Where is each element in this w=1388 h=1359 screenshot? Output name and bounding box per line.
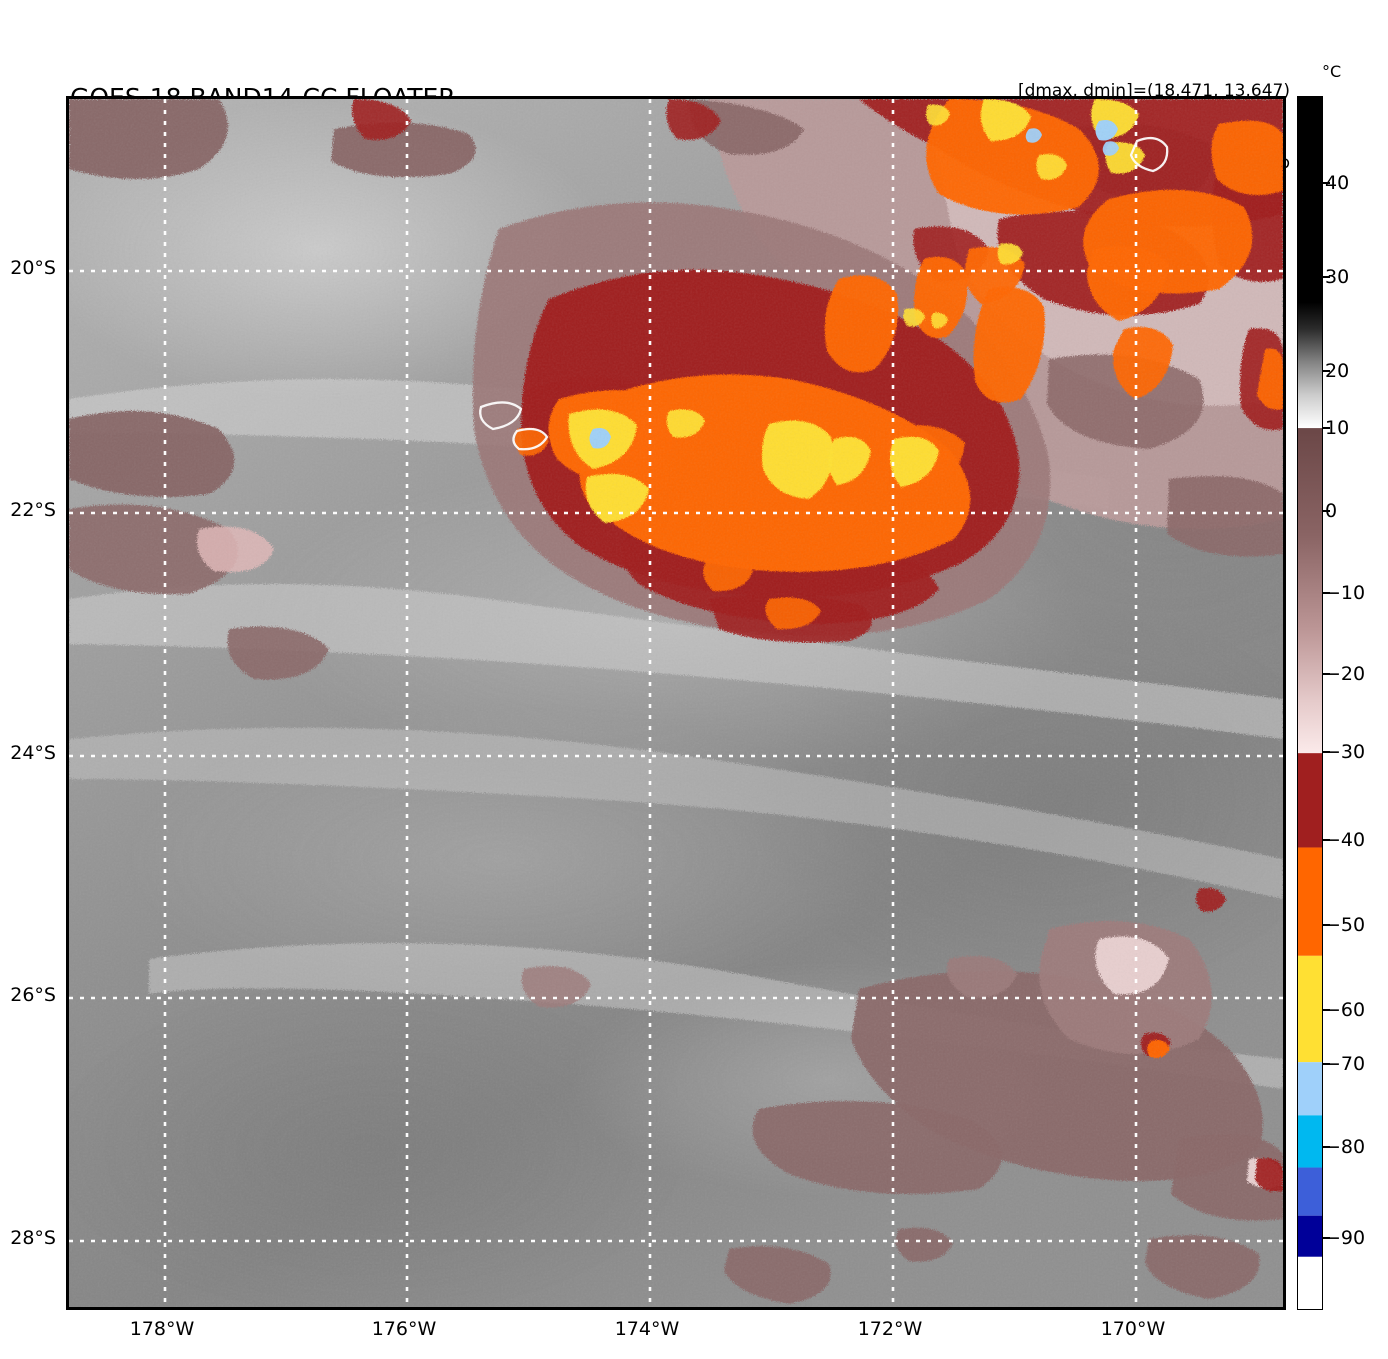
colorbar-tickmark-m50 bbox=[1323, 924, 1330, 926]
colorbar-tick-label-m80: −80 bbox=[1325, 1136, 1366, 1158]
y-tick-label-4: 28°S bbox=[10, 1227, 56, 1249]
colorbar-tick-label-m60: −60 bbox=[1325, 999, 1366, 1021]
colorbar-tickmark-m60 bbox=[1323, 1009, 1330, 1011]
colorbar-tickmark-0 bbox=[1323, 510, 1330, 512]
colorbar-tick-label-40: 40 bbox=[1325, 172, 1350, 194]
colorbar-tickmark-40 bbox=[1323, 182, 1330, 184]
x-tick-label-3: 172°W bbox=[857, 1318, 923, 1340]
y-tick-label-3: 26°S bbox=[10, 984, 56, 1006]
colorbar-tick-label-m10: −10 bbox=[1325, 582, 1366, 604]
colorbar-tick-label-m40: −40 bbox=[1325, 829, 1366, 851]
colorbar-tick-label-m50: −50 bbox=[1325, 914, 1366, 936]
colorbar-tickmark-m90 bbox=[1323, 1237, 1330, 1239]
x-tick-label-4: 170°W bbox=[1100, 1318, 1166, 1340]
colorbar-tick-label-m20: −20 bbox=[1325, 663, 1366, 685]
colorbar-tickmark-m80 bbox=[1323, 1146, 1330, 1148]
colorbar-tickmark-m20 bbox=[1323, 673, 1330, 675]
colorbar-tickmark-m10 bbox=[1323, 592, 1330, 594]
graticule-gridlines bbox=[69, 99, 1283, 1307]
colorbar-canvas bbox=[1298, 97, 1322, 1309]
satellite-image-canvas bbox=[69, 99, 1283, 1307]
temperature-colorbar[interactable] bbox=[1297, 96, 1323, 1310]
satellite-image-plot[interactable]: Copyright © 2020-2026 Dapiya bbox=[66, 96, 1286, 1310]
colorbar-unit-label: °C bbox=[1322, 62, 1342, 81]
y-tick-label-0: 20°S bbox=[10, 257, 56, 279]
colorbar-tickmark-m30 bbox=[1323, 751, 1330, 753]
y-tick-label-1: 22°S bbox=[10, 499, 56, 521]
x-tick-label-1: 176°W bbox=[371, 1318, 437, 1340]
colorbar-tickmark-10 bbox=[1323, 427, 1330, 429]
colorbar-tick-label-30: 30 bbox=[1325, 266, 1350, 288]
colorbar-tickmark-m70 bbox=[1323, 1063, 1330, 1065]
colorbar-tick-label-10: 10 bbox=[1325, 417, 1350, 439]
colorbar-tick-label-20: 20 bbox=[1325, 360, 1350, 382]
colorbar-tickmark-m40 bbox=[1323, 839, 1330, 841]
colorbar-tick-label-m30: −30 bbox=[1325, 741, 1366, 763]
y-tick-label-2: 24°S bbox=[10, 742, 56, 764]
colorbar-tick-label-m90: −90 bbox=[1325, 1227, 1366, 1249]
colorbar-tickmark-30 bbox=[1323, 276, 1330, 278]
x-tick-label-2: 174°W bbox=[614, 1318, 680, 1340]
colorbar-tick-label-0: 0 bbox=[1325, 500, 1338, 522]
x-tick-label-0: 178°W bbox=[129, 1318, 195, 1340]
colorbar-tickmark-20 bbox=[1323, 370, 1330, 372]
colorbar-tick-label-m70: −70 bbox=[1325, 1053, 1366, 1075]
